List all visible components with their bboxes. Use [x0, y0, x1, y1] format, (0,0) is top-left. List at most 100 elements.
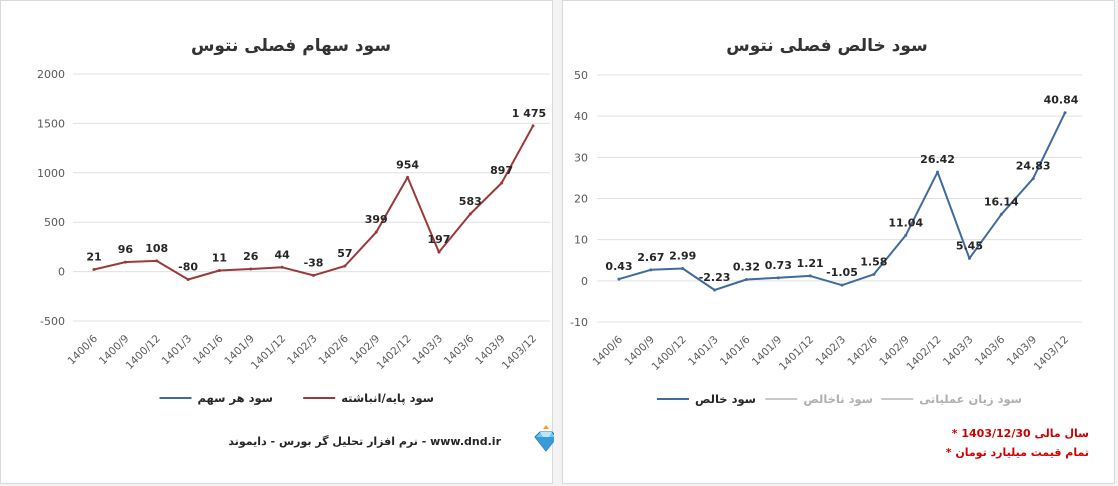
legend-item[interactable]: سود ناخالص: [765, 392, 873, 407]
data-point: [406, 175, 410, 179]
legend-item[interactable]: سود زیان عملیاتی: [881, 392, 1022, 407]
data-label: 24.83: [1016, 160, 1051, 173]
x-tick-label: 1402/12: [374, 333, 413, 372]
data-point: [744, 278, 748, 282]
x-tick-label: 1402/6: [316, 332, 351, 367]
y-tick-label: 1500: [37, 117, 65, 130]
x-tick-label: 1403/12: [1032, 334, 1071, 373]
data-label: -1.05: [826, 266, 858, 279]
data-point: [936, 170, 940, 174]
y-tick-label: -500: [40, 315, 65, 328]
x-tick-label: 1403/3: [410, 333, 445, 368]
x-tick-label: 1400/12: [124, 333, 163, 372]
x-axis: 1400/61400/91400/121401/31401/61401/9140…: [66, 332, 540, 372]
data-label: -80: [178, 261, 198, 274]
notes: * سال مالی 1403/12/30 * تمام قیمت میلیار…: [946, 427, 1089, 459]
y-tick-label: 500: [44, 216, 65, 229]
data-point: [808, 274, 812, 278]
data-label: -2.23: [699, 271, 731, 284]
legend-item[interactable]: سود هر سهم: [159, 391, 273, 406]
data-label: 108: [145, 242, 168, 255]
data-point: [437, 250, 441, 254]
net-profit-chart: سود خالص فصلی نتوس -10 0 10 20 30 40 50 1400/6…: [570, 36, 1089, 459]
data-point: [904, 233, 908, 237]
grid: [597, 74, 1082, 323]
data-label: 26: [243, 250, 259, 263]
data-point: [999, 212, 1003, 216]
data-label: 1.21: [797, 257, 824, 270]
data-label: 197: [427, 233, 450, 246]
data-label: -38: [304, 256, 324, 269]
x-tick-label: 1401/12: [249, 333, 288, 372]
x-tick-label: 1401/6: [718, 333, 753, 368]
legend-item[interactable]: سود خالص: [656, 392, 756, 407]
data-label: 0.32: [733, 261, 760, 274]
data-label: 2.67: [637, 251, 664, 264]
data-point: [123, 260, 127, 264]
chart-title: سود خالص فصلی نتوس: [726, 36, 928, 56]
data-point: [531, 124, 535, 128]
y-tick-label: 30: [574, 151, 588, 164]
legend-label: سود زیان عملیاتی: [919, 392, 1022, 407]
fiscal-year-note: * سال مالی 1403/12/30: [952, 427, 1089, 440]
footer-text: نرم افزار تحلیل گر بورس - دایموند - www.…: [228, 435, 501, 448]
data-point: [713, 288, 717, 292]
data-label: 11.04: [888, 216, 923, 229]
data-label: 954: [396, 158, 419, 171]
x-tick-label: 1400/12: [650, 334, 689, 373]
data-point: [840, 283, 844, 287]
x-tick-label: 1401/3: [160, 333, 195, 368]
y-tick-label: 0: [58, 266, 65, 279]
data-label: 57: [337, 247, 352, 260]
data-point: [155, 259, 159, 263]
data-labels: 0.43 2.67 2.99-2.230.32 0.73 1.21-1.051.58 11…: [605, 94, 1078, 284]
y-tick-label: 40: [574, 110, 588, 123]
x-tick-label: 1400/6: [591, 333, 626, 368]
x-tick-label: 1403/6: [442, 332, 477, 367]
data-label: 0.43: [605, 260, 632, 273]
x-tick-label: 1403/6: [973, 333, 1008, 368]
right-chart-card: سود خالص فصلی نتوس -10 0 10 20 30 40 50 1400/6…: [562, 0, 1115, 484]
data-point: [617, 277, 621, 281]
data-label: 96: [118, 243, 134, 256]
data-label: 1 475: [512, 107, 546, 120]
x-tick-label: 1401/12: [777, 334, 816, 373]
y-tick-label: 0: [581, 275, 588, 288]
data-point: [186, 278, 190, 282]
data-point: [343, 264, 347, 268]
data-point: [468, 212, 472, 216]
y-tick-label: 2000: [37, 68, 65, 81]
data-label: 897: [490, 164, 513, 177]
legend-label: سود ناخالص: [803, 392, 873, 407]
x-axis: 1400/61400/91400/121401/31401/61401/9140…: [591, 333, 1072, 373]
y-tick-label: 10: [574, 234, 588, 247]
data-point: [1063, 111, 1067, 115]
x-tick-label: 1402/12: [904, 334, 943, 373]
unit-note: * تمام قیمت میلیارد تومان: [946, 446, 1089, 459]
y-tick-label: 20: [574, 193, 588, 206]
data-point: [374, 230, 378, 234]
eps-chart: سود سهام فصلی نتوس -5000500100015002000 …: [37, 36, 554, 452]
legend-item[interactable]: سود پایه/انباشته: [303, 391, 434, 406]
data-label: 1.58: [860, 255, 887, 268]
series: [92, 124, 535, 282]
series: [617, 111, 1067, 292]
data-label: 0.73: [765, 259, 792, 272]
data-point: [967, 256, 971, 260]
x-tick-label: 1402/6: [845, 333, 880, 368]
data-point: [312, 273, 315, 277]
grid: [73, 73, 550, 322]
data-label: 44: [274, 248, 290, 261]
legend: سود زیان عملیاتی سود ناخالص سود خالص: [656, 392, 1022, 407]
data-point: [249, 267, 253, 271]
data-label: 40.84: [1044, 94, 1079, 107]
x-tick-label: 1403/12: [500, 333, 539, 372]
x-tick-label: 1402/3: [285, 333, 320, 368]
data-point: [1031, 177, 1035, 181]
diamond-icon: [534, 425, 554, 452]
legend: سود پایه/انباشته سود هر سهم: [159, 391, 434, 406]
y-axis: -10 0 10 20 30 40 50: [570, 69, 588, 329]
data-point: [217, 269, 221, 273]
data-label: 26.42: [920, 153, 955, 166]
data-label: 5.45: [956, 239, 983, 252]
